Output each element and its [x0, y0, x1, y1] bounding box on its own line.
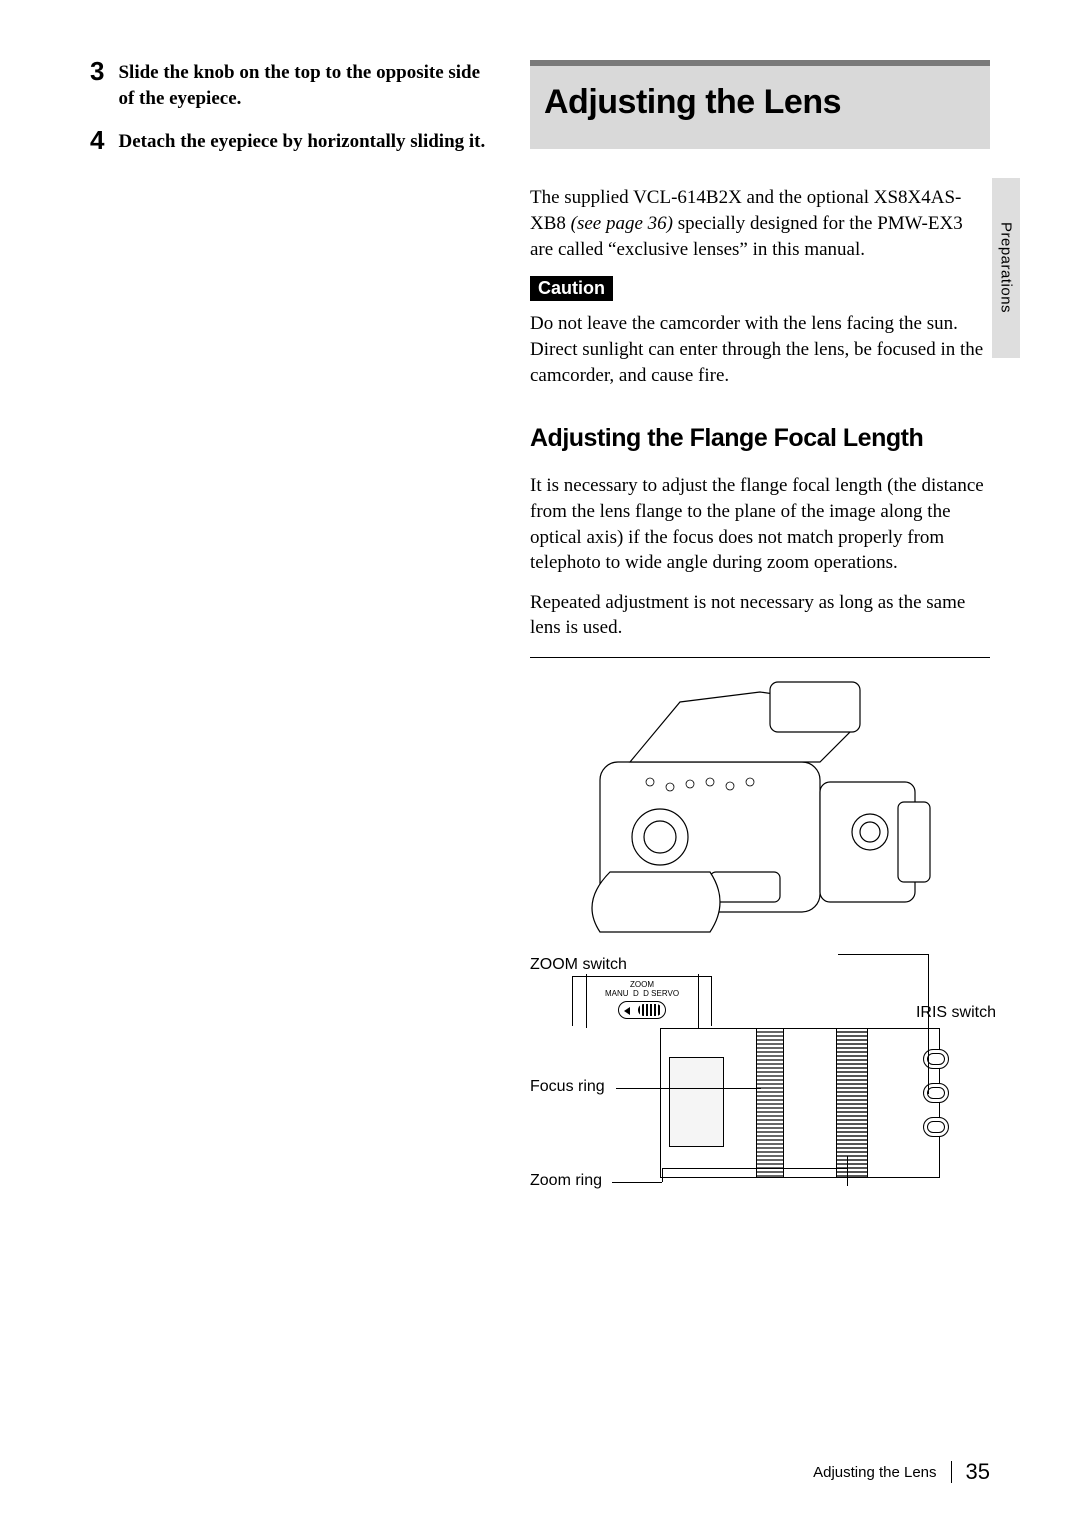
leader-line — [662, 1168, 847, 1169]
lens-panel — [669, 1057, 724, 1147]
zoom-switch-sub: MANU D D SERVO — [573, 990, 711, 999]
leader-line — [612, 1182, 662, 1183]
leader-line — [928, 1022, 929, 1094]
caution-text: Do not leave the camcorder with the lens… — [530, 311, 990, 388]
lens-focus-ring — [756, 1029, 784, 1177]
zoom-switch-box: ZOOM MANU D D SERVO — [572, 976, 712, 1026]
caution-label: Caution — [530, 276, 613, 301]
zoom-switch-pill-icon — [618, 1001, 666, 1019]
step-text: Detach the eyepiece by horizontally slid… — [118, 129, 485, 155]
side-tab: Preparations — [992, 178, 1020, 358]
camcorder-illustration — [570, 672, 940, 962]
zoom-ring-label: Zoom ring — [530, 1172, 602, 1190]
zoom-switch-label: ZOOM switch — [530, 956, 627, 974]
intro-italic: (see page 36) — [571, 213, 673, 234]
focus-ring-label: Focus ring — [530, 1078, 605, 1096]
footer-page-number: 35 — [966, 1459, 990, 1485]
footer: Adjusting the Lens 35 — [813, 1459, 990, 1485]
leader-line — [586, 974, 587, 1028]
diagram-area: ZOOM switch ZOOM MANU D D SERVO — [530, 657, 990, 1217]
intro-paragraph: The supplied VCL-614B2X and the optional… — [530, 185, 990, 262]
step-4: 4 Detach the eyepiece by horizontally sl… — [90, 129, 490, 155]
step-text: Slide the knob on the top to the opposit… — [118, 60, 490, 111]
step-number: 4 — [90, 127, 104, 155]
leader-line — [847, 1156, 848, 1186]
dial-icon — [923, 1083, 949, 1103]
dial-icon — [923, 1117, 949, 1137]
leader-line — [838, 954, 928, 955]
footer-separator — [951, 1461, 952, 1483]
footer-title: Adjusting the Lens — [813, 1464, 936, 1481]
side-tab-label: Preparations — [998, 222, 1015, 313]
flange-paragraph-2: Repeated adjustment is not necessary as … — [530, 590, 990, 641]
step-3: 3 Slide the knob on the top to the oppos… — [90, 60, 490, 111]
iris-dial-icon — [923, 1049, 949, 1069]
lens-zoom-ring — [836, 1029, 868, 1177]
leader-line — [928, 954, 929, 1030]
sub-heading: Adjusting the Flange Focal Length — [530, 424, 990, 453]
right-column: Adjusting the Lens The supplied VCL-614B… — [530, 60, 990, 1217]
leader-line — [616, 1088, 761, 1089]
leader-line — [662, 1168, 663, 1182]
section-heading: Adjusting the Lens — [544, 84, 976, 121]
step-number: 3 — [90, 58, 104, 111]
section-heading-box: Adjusting the Lens — [530, 60, 990, 149]
left-column: 3 Slide the knob on the top to the oppos… — [90, 60, 490, 1217]
lens-illustration — [660, 1028, 940, 1178]
leader-line — [698, 974, 699, 1028]
flange-paragraph-1: It is necessary to adjust the flange foc… — [530, 473, 990, 576]
